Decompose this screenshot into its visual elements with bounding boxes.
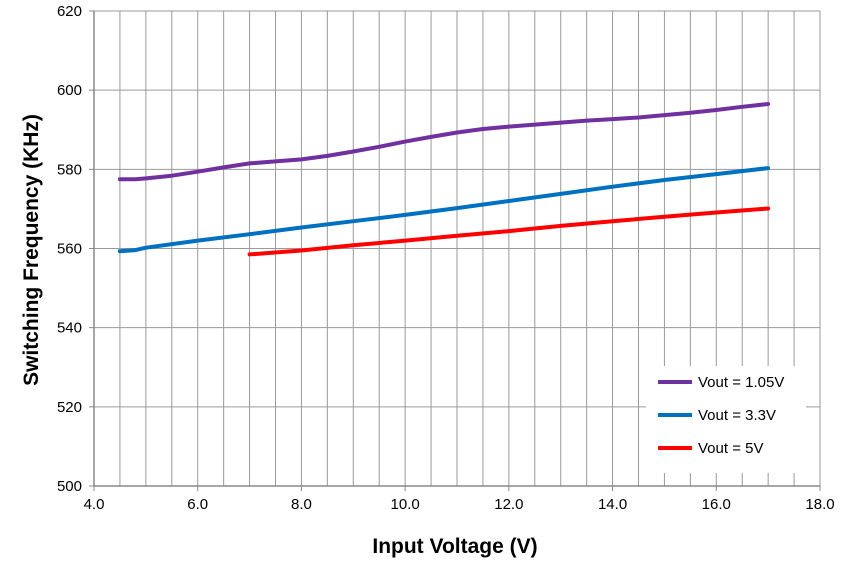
y-tick-label: 560 [57,241,82,258]
series-line-3 [247,206,771,257]
legend-label-3: Vout = 5V [698,440,763,457]
x-tick-label: 8.0 [291,496,312,513]
x-tick-label: 4.0 [84,496,105,513]
y-tick-label: 500 [57,478,82,495]
y-tick-label: 620 [57,3,82,20]
y-tick-label: 520 [57,399,82,416]
x-tick-label: 10.0 [391,496,420,513]
legend: Vout = 1.05V Vout = 3.3V Vout = 5V [646,366,806,473]
series-lines [117,102,771,257]
axes [89,10,821,491]
series-line-1 [117,102,771,182]
legend-label-1: Vout = 1.05V [698,374,784,391]
x-tick-label: 14.0 [598,496,627,513]
x-tick-label: 12.0 [494,496,523,513]
tick-labels: 500 520 540 560 580 600 620 4.0 6.0 8.0 10.0 12.0 14… [57,3,835,513]
y-tick-label: 600 [57,82,82,99]
x-tick-label: 16.0 [702,496,731,513]
x-tick-label: 6.0 [187,496,208,513]
series-line-2 [117,166,771,254]
y-axis-title: Switching Frequency (KHz) [20,114,43,386]
y-tick-label: 580 [57,161,82,178]
y-tick-label: 540 [57,320,82,337]
x-tick-label: 18.0 [805,496,834,513]
legend-label-2: Vout = 3.3V [698,407,776,424]
x-axis-title: Input Voltage (V) [372,535,537,558]
